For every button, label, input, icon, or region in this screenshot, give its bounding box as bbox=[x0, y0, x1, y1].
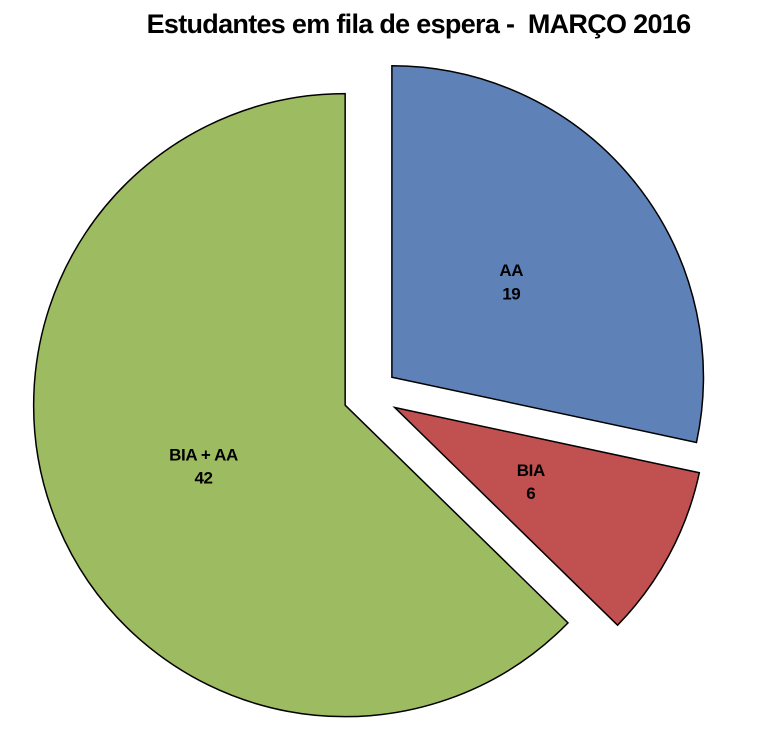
svg-text:BIA: BIA bbox=[517, 461, 545, 480]
svg-text:Estudantes em fila de espera -: Estudantes em fila de espera - MARÇO 201… bbox=[147, 9, 691, 39]
svg-text:AA: AA bbox=[499, 261, 523, 280]
svg-text:42: 42 bbox=[194, 469, 212, 488]
svg-text:19: 19 bbox=[502, 285, 520, 304]
svg-text:6: 6 bbox=[526, 484, 535, 503]
svg-text:BIA + AA: BIA + AA bbox=[169, 446, 238, 465]
